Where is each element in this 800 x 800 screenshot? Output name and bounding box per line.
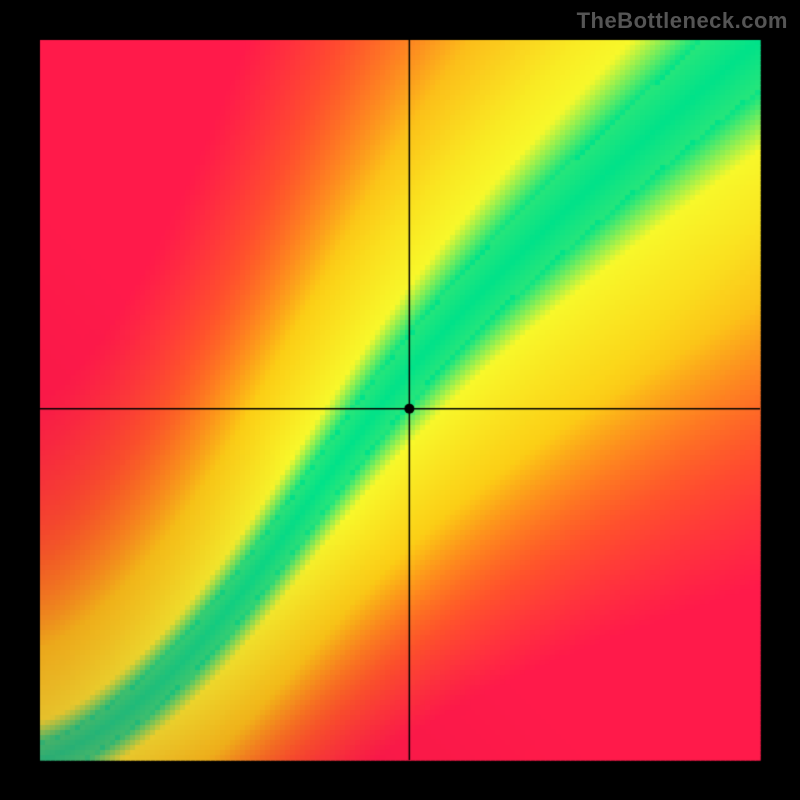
watermark-label: TheBottleneck.com <box>577 8 788 34</box>
chart-container: TheBottleneck.com <box>0 0 800 800</box>
bottleneck-heatmap <box>0 0 800 800</box>
